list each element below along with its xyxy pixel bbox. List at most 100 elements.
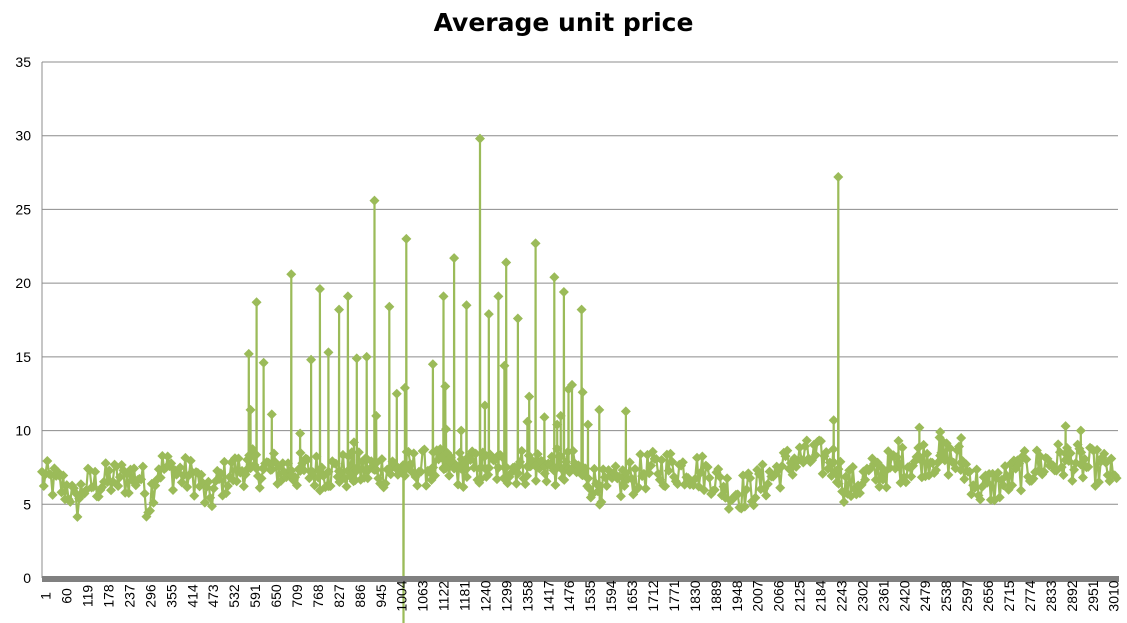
x-tick-label: 2774 <box>1022 580 1038 611</box>
data-point <box>840 471 851 482</box>
data-point <box>121 469 132 480</box>
data-point <box>922 448 933 459</box>
data-point <box>713 464 724 475</box>
data-point <box>100 458 111 469</box>
data-point <box>935 427 946 438</box>
data-point <box>915 452 926 463</box>
x-tick-label: 2420 <box>896 580 912 611</box>
series-line <box>40 137 1118 623</box>
data-point <box>440 424 451 435</box>
x-tick-label: 591 <box>247 584 263 608</box>
data-point <box>877 474 888 485</box>
x-axis <box>42 576 1119 582</box>
data-point <box>828 457 839 468</box>
x-tick-label: 532 <box>226 584 242 608</box>
data-point <box>709 484 720 495</box>
data-point <box>380 478 391 489</box>
data-point <box>516 446 527 457</box>
x-tick-label: 237 <box>121 584 137 608</box>
data-point <box>1075 425 1086 436</box>
data-point <box>817 468 828 479</box>
data-point <box>1063 455 1074 466</box>
data-point <box>113 480 124 491</box>
data-point <box>484 462 495 473</box>
data-point <box>346 447 357 458</box>
data-point <box>594 404 605 415</box>
data-point <box>176 477 187 488</box>
data-point <box>493 291 504 302</box>
y-tick-label: 5 <box>23 496 31 512</box>
data-point <box>376 454 387 465</box>
x-axis-ticks: 1 60 119 178 237 296 355 414 473 532 591 650 709 768 8… <box>38 580 1122 611</box>
data-point <box>665 448 676 459</box>
data-point <box>168 484 179 495</box>
data-point <box>580 463 591 474</box>
data-point <box>626 473 637 484</box>
data-point <box>491 474 502 485</box>
data-series <box>37 133 1122 623</box>
data-point <box>532 449 543 460</box>
data-point <box>939 455 950 466</box>
data-point <box>750 492 761 503</box>
data-point <box>185 455 196 466</box>
data-point <box>1001 470 1012 481</box>
data-point <box>594 480 605 491</box>
data-point <box>399 382 410 393</box>
data-point <box>546 451 557 462</box>
data-point <box>589 463 600 474</box>
data-point <box>334 304 345 315</box>
data-point <box>348 437 359 448</box>
data-point <box>441 463 452 474</box>
data-point <box>245 404 256 415</box>
data-point <box>65 496 76 507</box>
data-point <box>943 469 954 480</box>
x-tick-label: 178 <box>101 584 117 608</box>
data-point <box>501 257 512 268</box>
x-tick-label: 1771 <box>666 580 682 611</box>
data-point <box>251 463 262 474</box>
data-point <box>123 487 134 498</box>
data-point <box>897 442 908 453</box>
data-point <box>323 466 334 477</box>
data-point <box>153 464 164 475</box>
data-point <box>914 422 925 433</box>
data-point <box>206 501 217 512</box>
data-point <box>182 482 193 493</box>
data-point <box>679 479 690 490</box>
data-point <box>56 487 67 498</box>
data-point <box>511 478 522 489</box>
data-point <box>1065 448 1076 459</box>
data-point <box>644 468 655 479</box>
chart-title: Average unit price <box>433 8 694 37</box>
x-tick-label: 1594 <box>603 580 619 611</box>
data-point <box>959 474 970 485</box>
data-point <box>1014 458 1025 469</box>
data-point <box>106 485 117 496</box>
data-point <box>371 464 382 475</box>
data-point <box>311 451 322 462</box>
data-point <box>530 238 541 249</box>
data-point <box>582 419 593 430</box>
x-tick-label: 1476 <box>561 580 577 611</box>
data-point <box>583 473 594 484</box>
data-point <box>748 500 759 511</box>
data-point <box>415 466 426 477</box>
x-tick-label: 1358 <box>519 580 535 611</box>
x-tick-label: 768 <box>310 584 326 608</box>
data-point <box>449 253 460 264</box>
data-point <box>718 481 729 492</box>
data-point <box>663 465 674 476</box>
data-point <box>384 301 395 312</box>
data-point <box>715 471 726 482</box>
x-tick-label: 1063 <box>415 580 431 611</box>
data-point <box>702 462 713 473</box>
data-point <box>1092 444 1103 455</box>
x-tick-label: 945 <box>373 584 389 608</box>
x-tick-label: 2538 <box>938 580 954 611</box>
x-tick-label: 2066 <box>771 580 787 611</box>
data-point <box>596 496 607 507</box>
data-point <box>918 439 929 450</box>
data-point <box>775 482 786 493</box>
x-axis-line <box>42 576 1119 582</box>
data-point <box>838 496 849 507</box>
